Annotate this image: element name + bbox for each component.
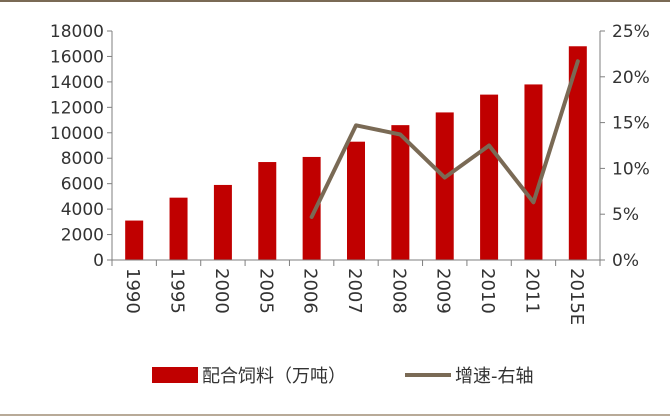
left-tick-label: 16000 (50, 47, 104, 67)
x-tick-label: 2000 (211, 268, 232, 314)
legend-swatch-line (405, 373, 451, 377)
left-tick-label: 8000 (61, 149, 104, 169)
legend-item-bar: 配合饲料（万吨） (152, 360, 346, 390)
bar-2000 (213, 184, 232, 260)
right-tick-label: 5% (612, 205, 639, 225)
x-tick-label: 2015E (566, 268, 587, 325)
bar-1990 (125, 220, 144, 260)
top-rule (0, 0, 670, 2)
left-tick-label: 12000 (50, 98, 104, 118)
bar-2008 (391, 125, 410, 261)
x-tick-label: 2008 (388, 268, 409, 314)
right-tick-label: 15% (612, 114, 650, 134)
left-tick-label: 18000 (50, 22, 104, 42)
bar-2011 (524, 84, 543, 260)
right-tick-label: 20% (612, 68, 650, 88)
bar-2010 (480, 94, 499, 260)
right-tick-label: 0% (612, 251, 639, 271)
legend-label-line: 增速-右轴 (455, 366, 534, 387)
left-tick-label: 10000 (50, 124, 104, 144)
bar-2009 (435, 112, 454, 260)
left-tick-label: 4000 (61, 200, 104, 220)
legend-label-bar: 配合饲料（万吨） (202, 366, 346, 387)
bar-2006 (302, 156, 321, 260)
bar-2005 (258, 162, 277, 260)
left-tick-label: 6000 (61, 175, 104, 195)
right-tick-label: 25% (612, 22, 650, 42)
bar-2007 (347, 141, 365, 260)
x-tick-label: 2011 (521, 268, 542, 314)
bottom-rule (0, 414, 670, 416)
legend: 配合饲料（万吨） 增速-右轴 (0, 360, 670, 390)
x-tick-label: 2006 (300, 268, 321, 314)
x-tick-label: 2009 (433, 268, 454, 314)
x-tick-label: 2007 (344, 268, 365, 314)
left-tick-label: 0 (93, 251, 104, 271)
x-tick-label: 1990 (122, 268, 143, 314)
x-tick-label: 2010 (477, 268, 498, 314)
bar-2015E (568, 46, 587, 261)
left-tick-label: 2000 (61, 226, 104, 246)
growth-line (309, 59, 580, 219)
combo-chart: 0 2000 4000 6000 8000 10000 12000 14000 16000 180… (50, 22, 650, 325)
x-tick-label: 2005 (255, 268, 276, 314)
left-tick-label: 14000 (50, 73, 104, 93)
legend-item-line: 增速-右轴 (405, 360, 534, 390)
right-tick-label: 10% (612, 159, 650, 179)
bar-1995 (169, 197, 188, 260)
x-tick-label: 1995 (167, 268, 188, 314)
legend-swatch-bar (152, 367, 198, 383)
